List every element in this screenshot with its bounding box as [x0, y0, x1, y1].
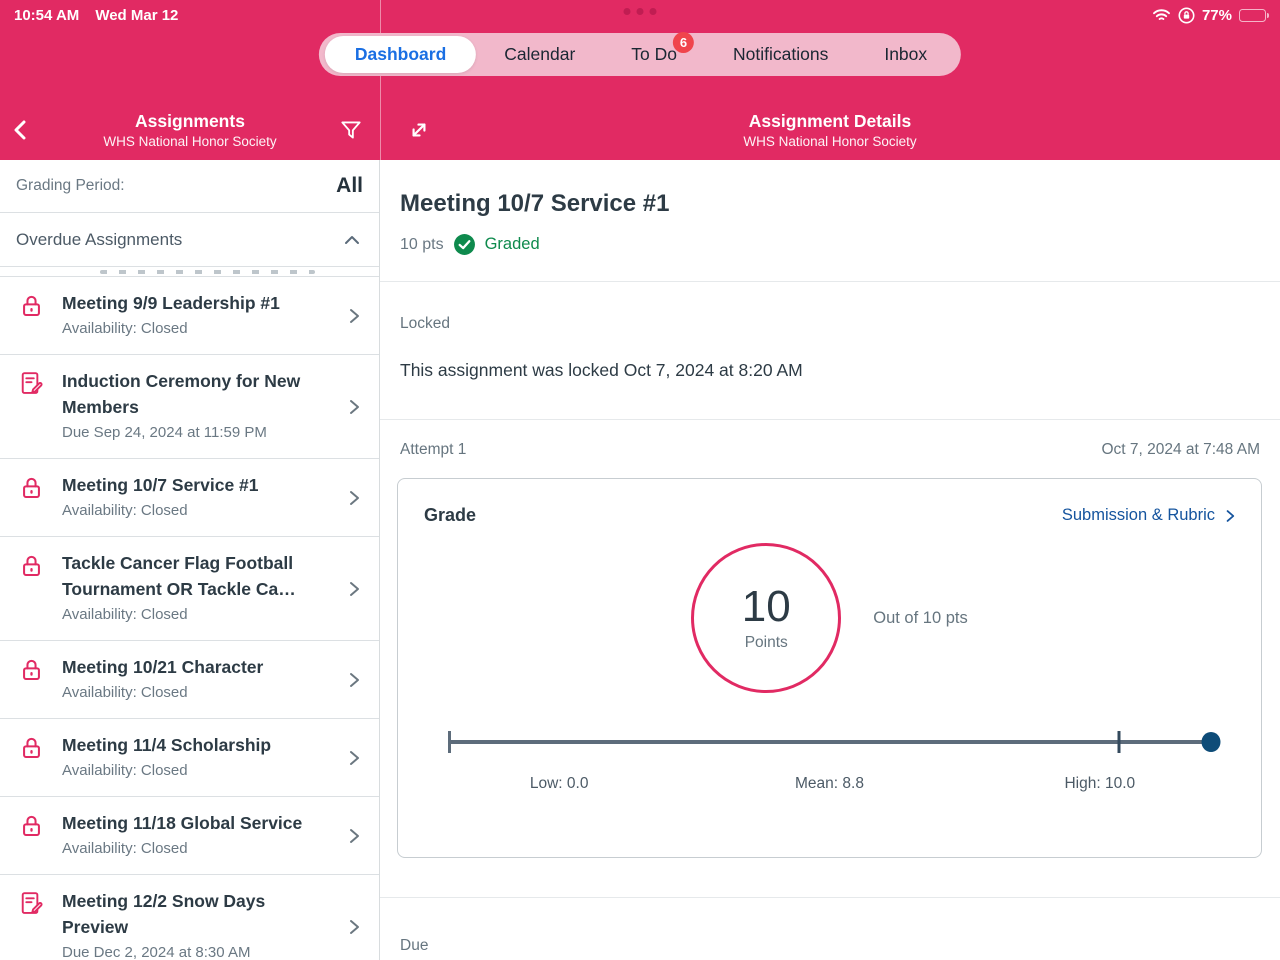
divider [380, 419, 1280, 420]
grading-period-row[interactable]: Grading Period: All [0, 160, 379, 213]
chevron-right-icon [343, 916, 365, 938]
assignments-panel: Grading Period: All Overdue Assignments … [0, 160, 380, 960]
lock-icon [18, 552, 45, 627]
expand-icon[interactable] [406, 117, 432, 143]
chevron-right-icon [343, 578, 365, 600]
chevron-right-icon [343, 747, 365, 769]
nav-tab-to-do[interactable]: To Do6 [631, 44, 677, 65]
due-label: Due [400, 937, 1260, 955]
chevron-right-icon [343, 669, 365, 691]
nav-pill: Dashboard Calendar To Do6 Notifications Inbo… [319, 33, 961, 76]
top-bar: 10:54 AM Wed Mar 12 77% Das [0, 0, 1280, 160]
filter-icon[interactable] [338, 117, 364, 143]
score-distribution-line [448, 731, 1211, 753]
assignment-list: Meeting 9/9 Leadership #1 Availability: … [0, 277, 379, 960]
right-header-title: Assignment Details [749, 111, 911, 132]
grade-card-title: Grade [424, 505, 476, 526]
multitask-indicator [624, 8, 657, 15]
grade-card: Grade Submission & Rubric 10 Points Out … [397, 478, 1262, 858]
mean-tick [1118, 731, 1121, 753]
chevron-right-icon [343, 825, 365, 847]
lock-icon [18, 734, 45, 783]
score-value: 10 [742, 584, 791, 630]
assignment-list-item[interactable]: Meeting 10/7 Service #1 Availability: Cl… [0, 459, 379, 537]
overdue-section-header[interactable]: Overdue Assignments [0, 213, 379, 267]
assignment-icon [18, 370, 45, 445]
lock-icon [18, 292, 45, 341]
assignment-details-panel: Meeting 10/7 Service #1 10 pts Graded Lo… [380, 160, 1280, 960]
lock-icon [18, 474, 45, 523]
assignment-title: Meeting 10/7 Service #1 [400, 190, 1260, 218]
right-panel-header: Assignment Details WHS National Honor So… [380, 100, 1280, 160]
nav-tab-inbox[interactable]: Inbox [884, 44, 927, 65]
right-header-subtitle: WHS National Honor Society [743, 134, 916, 149]
chevron-right-icon [343, 487, 365, 509]
divider [380, 897, 1280, 898]
assignment-list-item[interactable]: Meeting 9/9 Leadership #1 Availability: … [0, 277, 379, 355]
attempt-label: Attempt 1 [400, 441, 466, 459]
chevron-right-icon [343, 396, 365, 418]
assignment-list-item[interactable]: Meeting 12/2 Snow Days Preview Due Dec 2… [0, 875, 379, 960]
locked-message: This assignment was locked Oct 7, 2024 a… [400, 360, 1260, 381]
assignment-icon [18, 890, 45, 960]
left-panel-header: Assignments WHS National Honor Society [0, 100, 380, 160]
submission-rubric-label: Submission & Rubric [1062, 506, 1215, 525]
nav-tab-notifications[interactable]: Notifications [733, 44, 828, 65]
submission-rubric-link[interactable]: Submission & Rubric [1062, 506, 1239, 525]
graded-check-icon [453, 233, 476, 256]
stat-high-label: High: 10.0 [965, 775, 1235, 793]
status-time: 10:54 AM [14, 7, 79, 24]
score-unit: Points [745, 634, 788, 652]
low-cap [448, 731, 451, 753]
assignment-list-item[interactable]: Meeting 11/18 Global Service Availabilit… [0, 797, 379, 875]
locked-label: Locked [400, 315, 1260, 333]
left-header-title: Assignments [135, 111, 245, 132]
score-dot [1202, 732, 1221, 752]
battery-icon [1239, 9, 1266, 22]
assignment-list-item[interactable]: Induction Ceremony for New Members Due S… [0, 355, 379, 459]
graded-status: Graded [485, 235, 540, 254]
divider [380, 281, 1280, 282]
assignment-points: 10 pts [400, 236, 444, 254]
assignment-list-item[interactable]: Tackle Cancer Flag Football Tournament O… [0, 537, 379, 641]
back-button[interactable] [8, 117, 34, 143]
chevron-right-icon [343, 305, 365, 327]
attempt-date: Oct 7, 2024 at 7:48 AM [1101, 441, 1260, 459]
nav-tab-calendar[interactable]: Calendar [504, 44, 575, 65]
assignment-list-item[interactable]: Meeting 11/4 Scholarship Availability: C… [0, 719, 379, 797]
lock-icon [18, 812, 45, 861]
grading-period-value: All [336, 174, 363, 198]
todo-badge: 6 [673, 32, 694, 53]
grading-period-label: Grading Period: [16, 177, 125, 195]
assignment-list-item[interactable]: Meeting 10/21 Character Availability: Cl… [0, 641, 379, 719]
overdue-section-title: Overdue Assignments [16, 230, 182, 250]
stat-low-label: Low: 0.0 [424, 775, 694, 793]
chevron-up-icon [341, 229, 363, 251]
clipped-list-item [0, 267, 379, 277]
score-circle: 10 Points [691, 543, 841, 693]
wifi-icon [1152, 8, 1171, 22]
battery-percent: 77% [1202, 7, 1232, 24]
chevron-right-icon [1221, 507, 1239, 525]
out-of-label: Out of 10 pts [873, 609, 967, 628]
nav-tab-dashboard[interactable]: Dashboard [325, 36, 476, 73]
left-header-subtitle: WHS National Honor Society [103, 134, 276, 149]
stat-mean-label: Mean: 8.8 [694, 775, 964, 793]
rotation-lock-icon [1178, 7, 1195, 24]
lock-icon [18, 656, 45, 705]
status-date: Wed Mar 12 [95, 7, 178, 24]
